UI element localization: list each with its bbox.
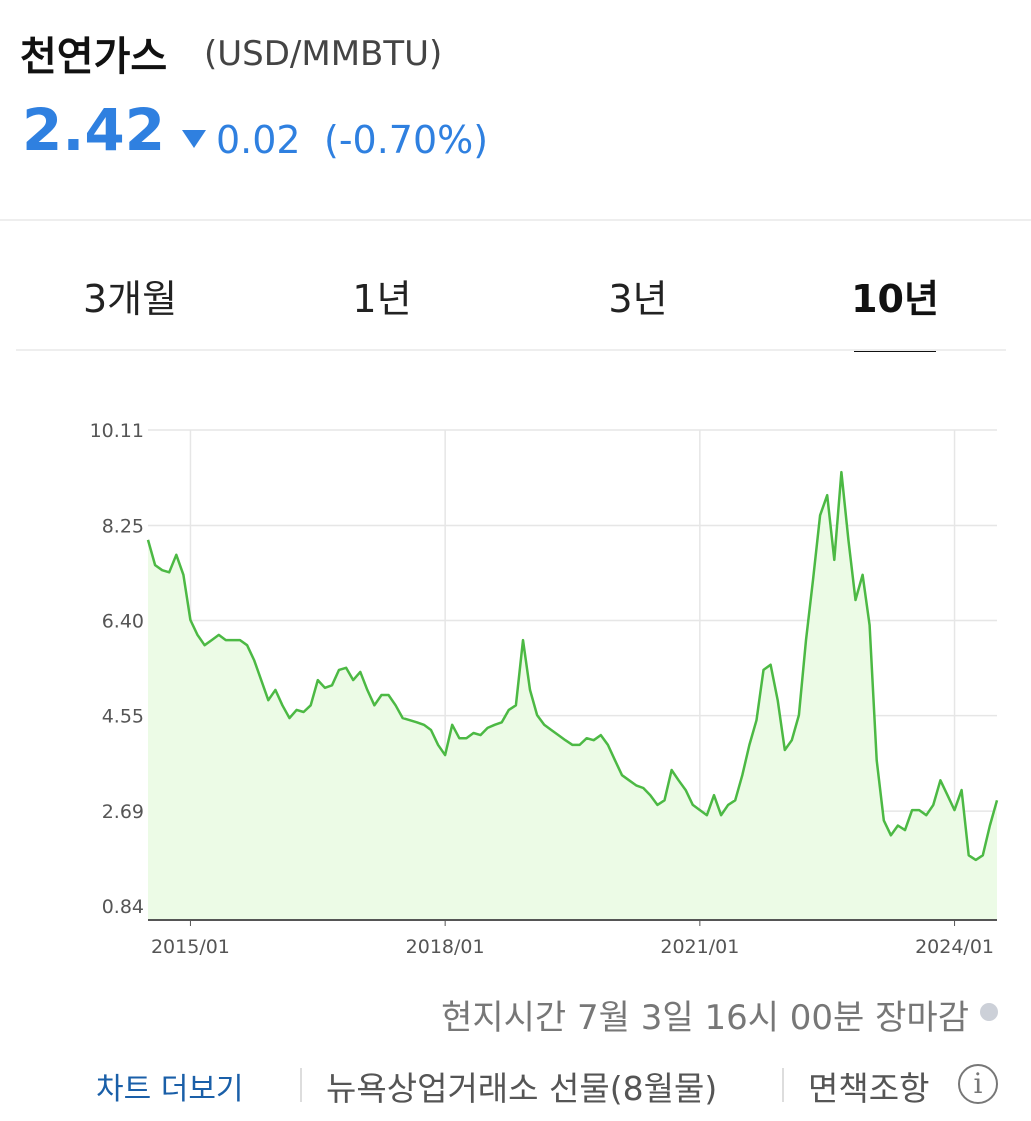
tab-divider (16, 349, 1006, 351)
more-link[interactable]: 차트 더보기 (96, 1072, 244, 1107)
y-tick-label: 4.55 (102, 706, 144, 728)
tab[interactable]: 3년 (608, 277, 668, 321)
divider (0, 219, 1031, 221)
area (148, 472, 997, 920)
line (146, 470, 999, 862)
x-tick-label: 2021/01 (660, 936, 739, 958)
x-tick-label: 2018/01 (406, 936, 485, 958)
title: 천연가스 (20, 34, 168, 80)
separator (782, 1068, 784, 1102)
timestamp: 현지시간 7월 3일 16시 00분 장마감 (441, 998, 969, 1038)
unit: (USD/MMBTU) (204, 34, 443, 74)
separator (300, 1068, 302, 1102)
x-tick-label: 2024/01 (915, 936, 994, 958)
tab[interactable]: 3개월 (82, 277, 178, 321)
source: 뉴욕상업거래소 선물(8월물) (326, 1069, 718, 1108)
y-tick-label: 8.25 (102, 516, 144, 538)
info-icon[interactable]: i (958, 1064, 998, 1104)
tab[interactable]: 1년 (352, 277, 412, 321)
y-tick-label: 10.11 (90, 420, 144, 442)
status-dot (980, 1003, 998, 1021)
y-tick-label: 6.40 (102, 611, 144, 633)
y-tick-label: 0.84 (102, 896, 144, 918)
tab[interactable]: 10년 (851, 277, 939, 321)
change: 0.02 (216, 118, 301, 162)
x-tick-label: 2015/01 (151, 936, 230, 958)
y-tick-label: 2.69 (102, 801, 144, 823)
chart: 0.84 2.69 4.55 6.40 8.25 10.11 2015/01 2018/01 2… (90, 420, 999, 958)
disclaimer[interactable]: 면책조항 (808, 1069, 930, 1108)
down-arrow (182, 130, 206, 148)
change-pct: (-0.70%) (324, 118, 489, 162)
price: 2.42 (22, 96, 166, 164)
